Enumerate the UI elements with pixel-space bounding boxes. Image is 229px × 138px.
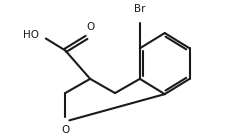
Text: Br: Br (134, 4, 145, 14)
Text: O: O (86, 22, 94, 32)
Text: HO: HO (22, 30, 38, 40)
Text: O: O (61, 125, 69, 135)
